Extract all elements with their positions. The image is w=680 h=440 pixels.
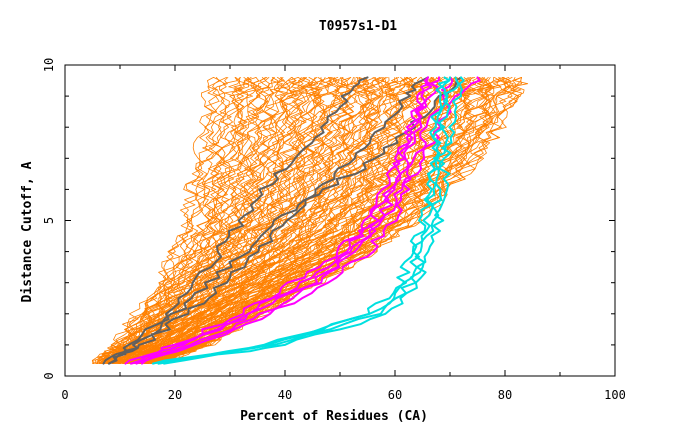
series-line-other-14 [100,77,266,364]
series-line-magenta-2 [135,76,433,365]
x-tick-label-20: 20 [168,388,182,402]
series-line-cyan-4 [157,76,451,365]
series-line-other-59 [120,77,380,364]
series-line-other-17 [105,77,258,364]
series-line-other-33 [108,77,324,364]
series-group-cyan-models [152,76,465,365]
series-line-gray-1 [102,76,369,365]
chart-title: T0957s1-D1 [319,19,397,34]
axis-ticks [64,64,616,377]
series-line-other-87 [139,77,414,364]
series-line-other-8 [95,77,250,364]
series-line-other-6 [98,77,229,364]
series-line-other-50 [122,77,332,364]
series-line-cyan-3 [163,76,465,365]
series-line-other-37 [109,77,330,364]
series-line-other-61 [127,77,353,364]
x-axis-label: Percent of Residues (CA) [240,409,428,424]
series-line-other-5 [97,77,239,364]
series-group-gray-models [102,76,462,365]
series-line-other-66 [125,77,390,364]
series-line-other-10 [99,77,252,364]
series-line-other-81 [130,77,424,364]
x-tick-label-100: 100 [604,388,626,402]
x-tick-label-0: 0 [61,388,68,402]
x-tick-label-80: 80 [498,388,512,402]
series-line-cyan-2 [157,76,460,365]
y-axis-label: Distance Cutoff, A [20,161,35,302]
series-line-other-112 [147,77,472,364]
series-line-other-76 [133,77,391,364]
series-line-other-7 [94,77,252,364]
series-line-magenta-1 [124,76,431,365]
y-tick-label-10: 10 [42,58,56,72]
series-line-magenta-4 [130,76,454,365]
series-line-other-2 [96,77,221,364]
series-line-other-91 [140,77,424,364]
x-tick-label-40: 40 [278,388,292,402]
y-tick-labels: 0 5 10 [42,58,56,380]
series-line-gray-2 [108,76,429,365]
series-line-other-16 [103,77,266,364]
y-tick-label-0: 0 [42,372,56,379]
series-group-other-models [91,77,529,364]
x-tick-labels: 0 20 40 60 80 100 [61,388,625,402]
series-line-gray-3 [108,76,462,365]
y-tick-label-5: 5 [42,217,56,224]
series-line-other-63 [122,77,382,364]
series-line-other-140 [155,77,529,364]
x-tick-label-60: 60 [388,388,402,402]
